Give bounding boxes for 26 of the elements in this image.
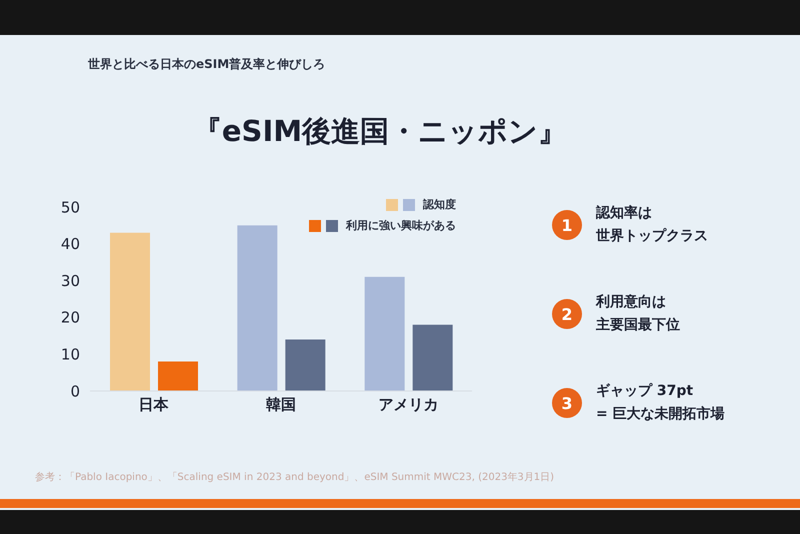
text: 認知率は	[596, 204, 652, 223]
bar	[285, 339, 326, 391]
text: ギャップ 37pt	[596, 382, 694, 401]
legend-label: 認知度	[423, 197, 456, 212]
legend-label: 利用に強い興味がある	[346, 218, 456, 233]
text: 利用意向は	[596, 293, 666, 312]
text: 主要国最下位	[596, 316, 680, 335]
x-tick-label: アメリカ	[378, 396, 438, 414]
chart-subtitle: 世界と比べる日本のeSIM普及率と伸びしろ	[88, 56, 326, 73]
text: 世界トップクラス	[596, 227, 708, 246]
x-tick-label: 日本	[138, 396, 170, 414]
chart-title: 『eSIM後進国・ニッポン』	[192, 113, 568, 150]
text: 参考：「Pablo Iacopino」、「Scaling eSIM in 2023 and beyond」、eSIM Summit MWC23, (2023年3月1日)	[35, 470, 554, 484]
y-tick-label: 30	[60, 272, 80, 290]
bar	[412, 324, 453, 391]
y-tick-label: 40	[60, 235, 80, 254]
bar	[110, 232, 150, 391]
y-tick-label: 0	[70, 382, 80, 400]
bar	[158, 362, 198, 391]
y-tick-label: 10	[60, 346, 80, 364]
bar	[237, 225, 278, 391]
bar	[364, 276, 405, 391]
y-tick-label: 20	[60, 308, 80, 327]
y-tick-label: 50	[60, 198, 80, 216]
text: = 巨大な未開拓市場	[596, 404, 725, 424]
x-tick-label: 韓国	[266, 396, 296, 414]
